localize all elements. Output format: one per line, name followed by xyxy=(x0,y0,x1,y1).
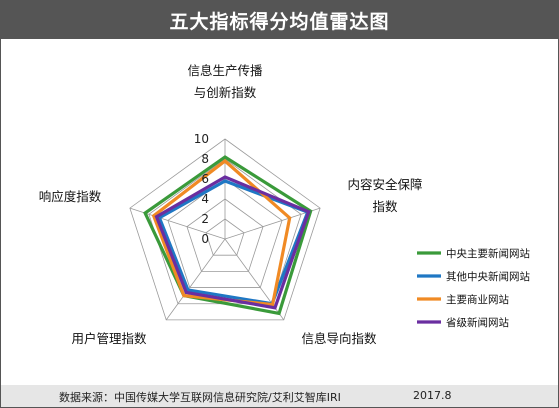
radial-tick-label: 6 xyxy=(201,172,209,186)
axis-label: 信息导向指数 xyxy=(301,331,377,346)
axis-label: 内容安全保障 xyxy=(347,177,422,192)
radial-tick-labels: 0 2 4 6 8 10 xyxy=(194,132,209,246)
report-date: 2017.8 xyxy=(413,389,452,402)
grid-ring xyxy=(186,198,264,272)
axis-label: 与创新指数 xyxy=(194,85,257,100)
grid-ring xyxy=(129,138,321,321)
axis-label: 信息生产传播 xyxy=(187,63,263,78)
axis-label: 用户管理指数 xyxy=(71,331,147,346)
legend-label: 中央主要新闻网站 xyxy=(446,247,530,260)
axis-label: 响应度指数 xyxy=(39,189,102,204)
grid-ring xyxy=(167,178,283,288)
axis-spoke xyxy=(224,207,321,240)
series-line xyxy=(154,175,311,310)
grid-ring xyxy=(205,218,245,256)
axis-label: 指数 xyxy=(372,199,398,214)
radial-tick-label: 8 xyxy=(201,152,209,166)
radial-tick-label: 4 xyxy=(201,192,209,206)
radial-tick-label: 10 xyxy=(194,132,209,146)
legend-label: 其他中央新闻网站 xyxy=(446,270,530,283)
title-bar: 五大指标得分均值雷达图 xyxy=(1,1,558,39)
radial-tick-label: 2 xyxy=(201,212,209,226)
data-source: 数据来源：中国传媒大学互联网信息研究院/艾利艾智库IRI xyxy=(59,391,341,404)
legend-label: 省级新闻网站 xyxy=(446,316,509,329)
footer: 数据来源：中国传媒大学互联网信息研究院/艾利艾智库IRI 2017.8 xyxy=(1,385,558,407)
radar-series xyxy=(143,155,313,316)
radial-tick-label: 0 xyxy=(201,232,209,246)
legend-label: 主要商业网站 xyxy=(446,293,509,306)
chart-title: 五大指标得分均值雷达图 xyxy=(169,10,390,33)
series-line xyxy=(143,155,313,316)
axis-spoke xyxy=(165,238,226,321)
